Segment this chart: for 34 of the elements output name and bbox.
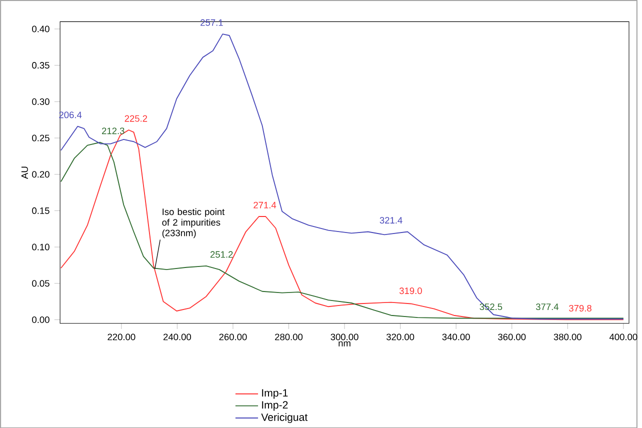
annotation: Iso bestic point of 2 impurities (233nm) [162, 208, 225, 238]
legend-label: Vericiguat [261, 412, 308, 423]
x-tick-label: 360.00 [498, 333, 526, 340]
legend-label: Imp-1 [262, 389, 288, 399]
legend-label: Imp-2 [262, 400, 288, 411]
annotation: 379.8 [569, 304, 592, 312]
y-tick-label: 0.10 [32, 244, 50, 250]
x-tick-label: 280.00 [275, 333, 303, 340]
x-tick-label: 300.00 [330, 333, 358, 340]
x-tick-label: 380.00 [554, 333, 582, 340]
y-tick-label: 0.20 [32, 170, 50, 178]
y-tick-label: 0.15 [32, 207, 50, 214]
y-tick-label: 0.00 [32, 316, 50, 323]
x-tick-label: 240.00 [164, 333, 192, 340]
line-series [60, 33, 624, 320]
y-tick-label: 0.40 [32, 26, 50, 32]
annotation: 271.4 [254, 202, 276, 208]
y-tick-label: 0.05 [32, 280, 50, 286]
x-tick-label: 340.00 [442, 333, 470, 340]
annotation: 377.4 [536, 303, 559, 310]
x-tick-label: 400.00 [609, 333, 638, 340]
y-tick-label: 0.25 [32, 134, 50, 142]
y-axis-title: AU [21, 166, 28, 179]
x-tick-label: 260.00 [219, 333, 247, 340]
y-tick-label: 0.35 [32, 62, 50, 68]
y-tick-label: 0.30 [32, 98, 50, 105]
x-axis-title: nm [338, 341, 350, 346]
x-tick-label: 220.00 [108, 333, 136, 340]
annotation: 319.0 [399, 287, 422, 294]
annotation: 212.3 [102, 127, 124, 134]
annotation: 225.2 [124, 115, 148, 122]
annotation: 321.4 [380, 216, 402, 224]
annotation: 251.2 [210, 250, 233, 258]
x-tick-label: 320.00 [386, 333, 414, 340]
